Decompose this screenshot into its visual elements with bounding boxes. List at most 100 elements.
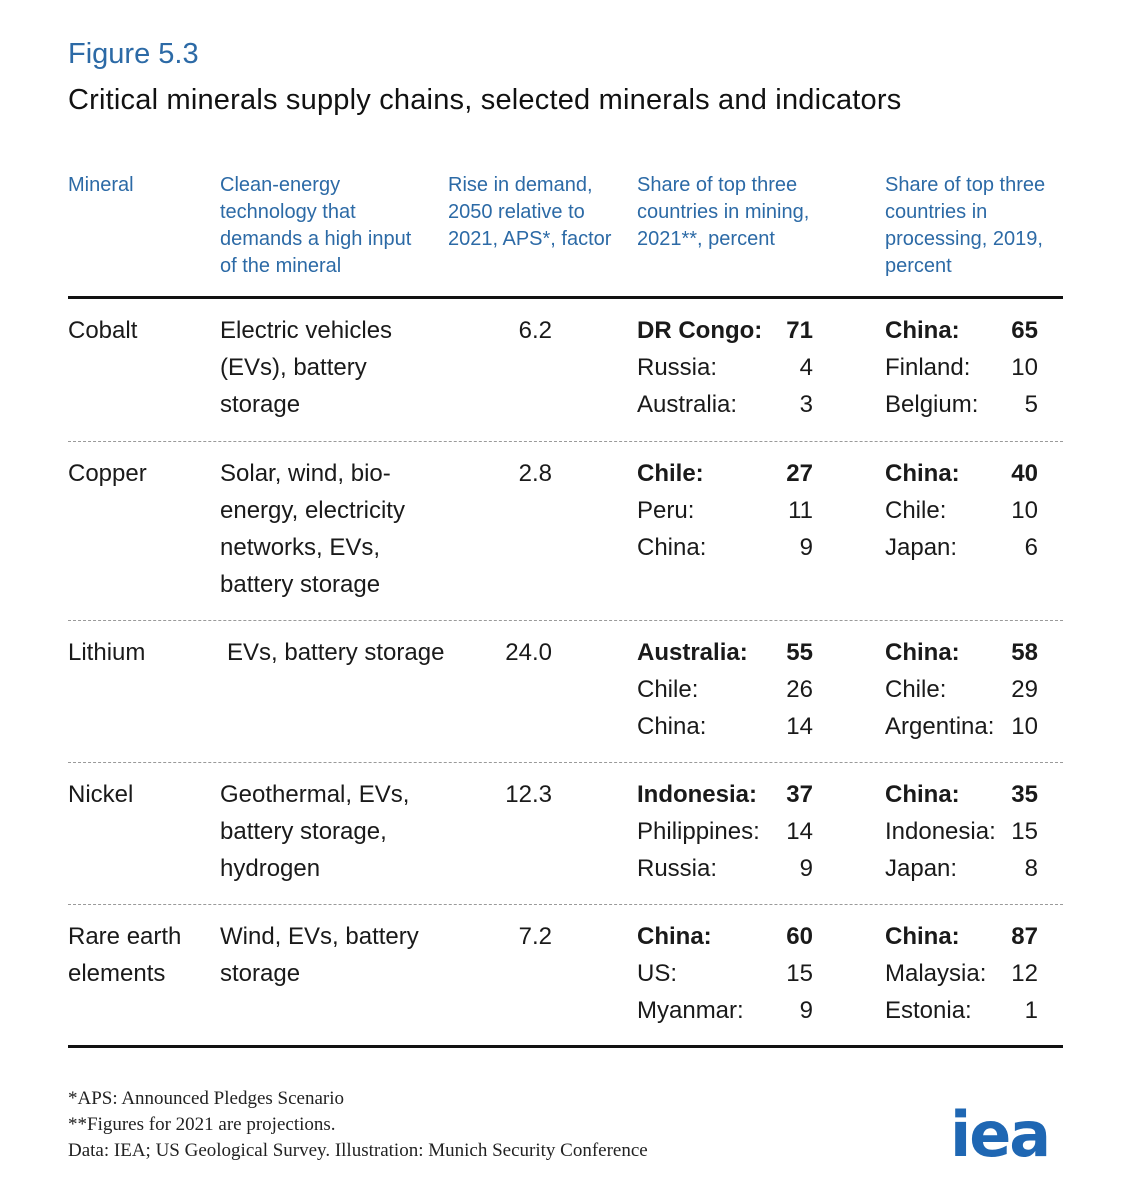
header-processing: Share of top three countries in processi… xyxy=(885,174,1046,277)
country-name: Australia: xyxy=(637,639,748,666)
processing-share-entry: Japan: 6 xyxy=(885,529,1038,566)
country-name: Belgium: xyxy=(885,391,979,418)
share-value: 10 xyxy=(1011,713,1038,740)
country-name: Chile: xyxy=(637,460,704,487)
country-name: China: xyxy=(885,781,960,808)
demand-factor: 12.3 xyxy=(505,781,552,808)
share-value: 26 xyxy=(786,676,813,703)
share-value: 29 xyxy=(1011,676,1038,703)
processing-shares: China: 58 Chile: 29 Argentina: 10 xyxy=(885,634,1038,745)
footnote-source: Data: IEA; US Geological Survey. Illustr… xyxy=(68,1140,648,1161)
share-value: 55 xyxy=(786,639,813,666)
share-value: 27 xyxy=(786,460,813,487)
processing-share-entry: China: 35 xyxy=(885,776,1038,813)
footnote-aps: *APS: Announced Pledges Scenario xyxy=(68,1088,345,1109)
technology-text: EVs, battery storage xyxy=(227,639,445,666)
mining-share-entry: Chile: 26 xyxy=(637,671,813,708)
country-name: China: xyxy=(885,317,960,344)
country-name: Finland: xyxy=(885,354,971,381)
mining-shares: Chile: 27 Peru: 11 China: 9 xyxy=(637,455,813,566)
iea-logo: iea xyxy=(950,1098,1051,1171)
country-name: US: xyxy=(637,960,678,987)
table-body: Cobalt Electric vehicles (EVs), battery s… xyxy=(68,299,1063,1045)
mineral-name: Nickel xyxy=(68,781,134,808)
country-name: Myanmar: xyxy=(637,997,744,1024)
mining-shares: DR Congo: 71 Russia: 4 Australia: 3 xyxy=(637,312,813,423)
table-row: Lithium EVs, battery storage 24.0 Australia… xyxy=(68,621,1063,763)
share-value: 14 xyxy=(786,818,813,845)
share-value: 10 xyxy=(1011,354,1038,381)
mining-share-entry: Russia: 4 xyxy=(637,349,813,386)
share-value: 1 xyxy=(1024,997,1038,1024)
processing-share-entry: Indonesia: 15 xyxy=(885,813,1038,850)
country-name: China: xyxy=(637,923,712,950)
country-name: China: xyxy=(885,460,960,487)
mining-share-entry: DR Congo: 71 xyxy=(637,312,813,349)
processing-share-entry: Chile: 29 xyxy=(885,671,1038,708)
mineral-name: Copper xyxy=(68,460,147,487)
country-name: Malaysia: xyxy=(885,960,987,987)
country-name: Russia: xyxy=(637,855,718,882)
share-value: 60 xyxy=(786,923,813,950)
country-name: Australia: xyxy=(637,391,738,418)
country-name: China: xyxy=(885,923,960,950)
processing-share-entry: China: 58 xyxy=(885,634,1038,671)
country-name: Chile: xyxy=(885,497,947,524)
share-value: 4 xyxy=(799,354,813,381)
table-header: Mineral Clean-energy technology that dem… xyxy=(68,172,1063,296)
table-row: Rare earth elements Wind, EVs, battery st… xyxy=(68,905,1063,1045)
mining-share-entry: Indonesia: 37 xyxy=(637,776,813,813)
mining-share-entry: Peru: 11 xyxy=(637,492,813,529)
figure-label: Figure 5.3 xyxy=(68,38,199,70)
processing-share-entry: Estonia: 1 xyxy=(885,992,1038,1029)
table-row: Copper Solar, wind, bio-energy, electrici… xyxy=(68,442,1063,621)
bottom-rule xyxy=(68,1045,1063,1048)
demand-factor: 7.2 xyxy=(518,923,552,950)
country-name: China: xyxy=(885,639,960,666)
processing-shares: China: 87 Malaysia: 12 Estonia: 1 xyxy=(885,918,1038,1029)
share-value: 15 xyxy=(786,960,813,987)
technology-text: Solar, wind, bio-energy, electricity net… xyxy=(220,460,405,598)
share-value: 65 xyxy=(1011,317,1038,344)
processing-share-entry: China: 87 xyxy=(885,918,1038,955)
mineral-name: Cobalt xyxy=(68,317,138,344)
country-name: China: xyxy=(637,534,707,561)
processing-shares: China: 35 Indonesia: 15 Japan: 8 xyxy=(885,776,1038,887)
mining-shares: China: 60 US: 15 Myanmar: 9 xyxy=(637,918,813,1029)
country-name: Philippines: xyxy=(637,818,760,845)
country-name: Indonesia: xyxy=(637,781,758,808)
mineral-name: Lithium xyxy=(68,639,146,666)
processing-share-entry: China: 65 xyxy=(885,312,1038,349)
mineral-name: Rare earth elements xyxy=(68,923,182,987)
processing-share-entry: China: 40 xyxy=(885,455,1038,492)
country-name: Russia: xyxy=(637,354,718,381)
technology-text: Geothermal, EVs, battery storage, hydrog… xyxy=(220,781,410,882)
share-value: 35 xyxy=(1011,781,1038,808)
country-name: DR Congo: xyxy=(637,317,763,344)
processing-share-entry: Argentina: 10 xyxy=(885,708,1038,745)
processing-share-entry: Finland: 10 xyxy=(885,349,1038,386)
country-name: Indonesia: xyxy=(885,818,996,845)
share-value: 87 xyxy=(1011,923,1038,950)
share-value: 12 xyxy=(1011,960,1038,987)
share-value: 37 xyxy=(786,781,813,808)
mining-share-entry: China: 14 xyxy=(637,708,813,745)
processing-share-entry: Belgium: 5 xyxy=(885,386,1038,423)
processing-share-entry: Japan: 8 xyxy=(885,850,1038,887)
share-value: 9 xyxy=(799,534,813,561)
header-rule xyxy=(68,296,1063,299)
mining-share-entry: Philippines: 14 xyxy=(637,813,813,850)
figure-title: Critical minerals supply chains, selecte… xyxy=(68,84,902,116)
mining-share-entry: Australia: 3 xyxy=(637,386,813,423)
share-value: 8 xyxy=(1024,855,1038,882)
mining-shares: Indonesia: 37 Philippines: 14 Russia: 9 xyxy=(637,776,813,887)
share-value: 40 xyxy=(1011,460,1038,487)
processing-share-entry: Malaysia: 12 xyxy=(885,955,1038,992)
share-value: 14 xyxy=(786,713,813,740)
country-name: Argentina: xyxy=(885,713,995,740)
demand-factor: 6.2 xyxy=(518,317,552,344)
share-value: 71 xyxy=(786,317,813,344)
mining-share-entry: Australia: 55 xyxy=(637,634,813,671)
share-value: 58 xyxy=(1011,639,1038,666)
mining-share-entry: Myanmar: 9 xyxy=(637,992,813,1029)
